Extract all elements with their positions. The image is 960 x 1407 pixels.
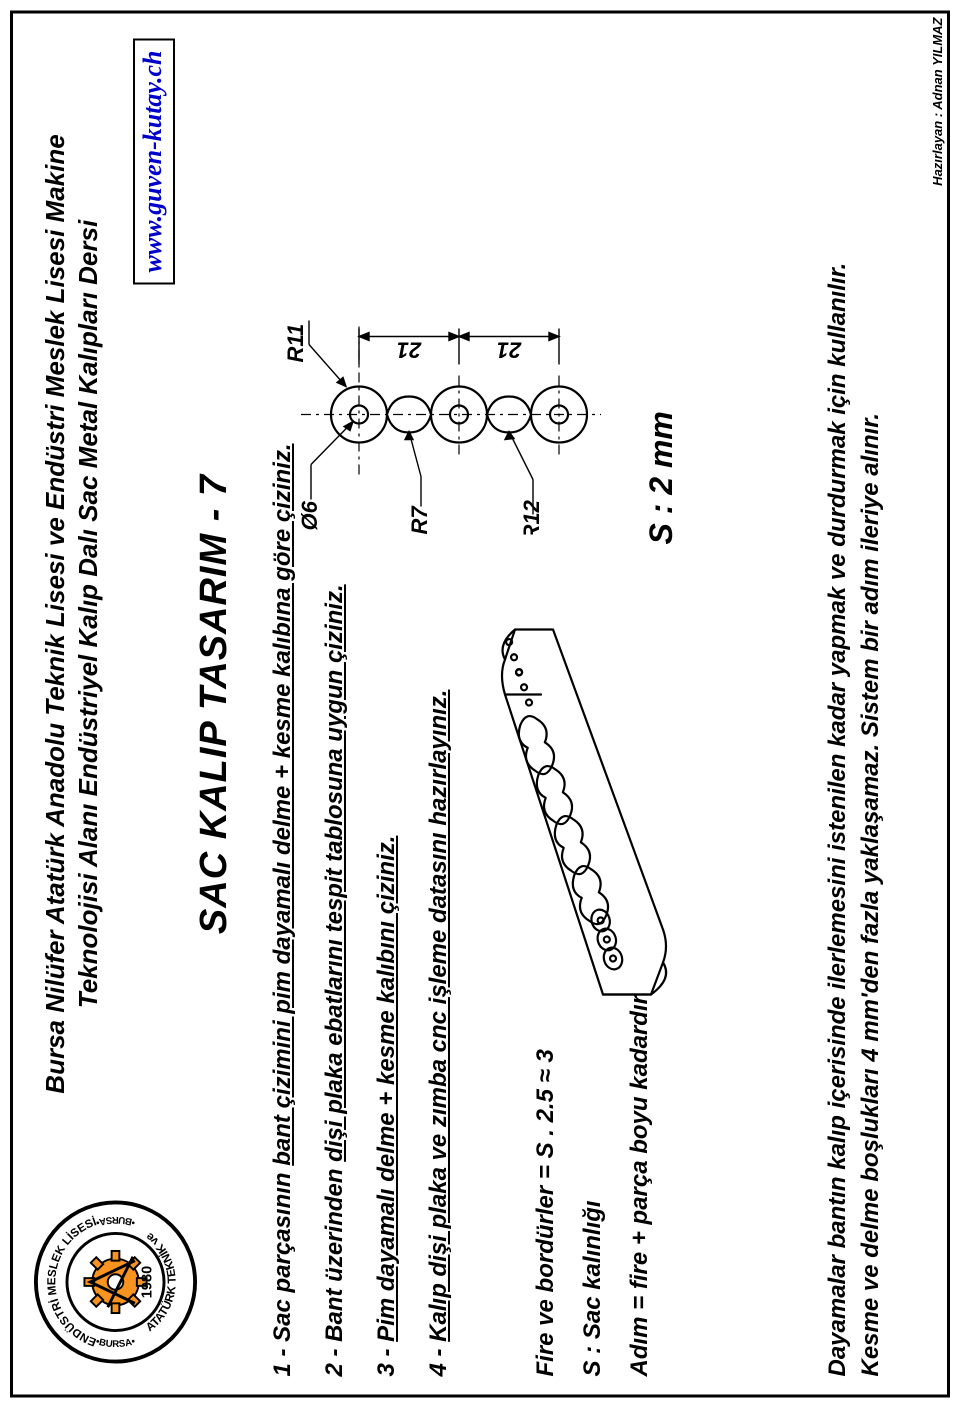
dim-pitch-1: 21 <box>397 337 422 362</box>
part-drawing: Ø6 R11 R7 R12 21 21 <box>271 314 631 534</box>
note-3: Adım = fire + parça boyu kadardır <box>627 995 652 1376</box>
note-2: S : Sac kalınlığı <box>580 995 605 1376</box>
instructions-block: 1 - Sac parçasının bant çizimini pim day… <box>271 443 479 1376</box>
notes-block: Fire ve bordürler = S . 2.5 ≈ 3 S : Sac … <box>533 995 675 1376</box>
header: ENDÜSTRİ MESLEK LİSESİ ATATÜRK TEKNİK ve… <box>33 43 203 1364</box>
website-box[interactable]: www.guven-kutay.ch <box>133 38 175 284</box>
dim-r7: R7 <box>407 504 432 534</box>
instruction-1: 1 - Sac parçasının bant çizimini pim day… <box>271 443 295 1376</box>
dim-r11: R11 <box>283 323 308 362</box>
strip-drawing <box>493 604 713 1024</box>
website-link[interactable]: www.guven-kutay.ch <box>138 50 167 272</box>
header-line-1: Bursa Nilüfer Atatürk Anadolu Teknik Lis… <box>39 43 72 1184</box>
header-line-2: Teknolojisi Alanı Endüstriyel Kalıp Dalı… <box>72 43 105 1184</box>
page-frame: ENDÜSTRİ MESLEK LİSESİ ATATÜRK TEKNİK ve… <box>10 10 950 1397</box>
thickness-value: S : 2 mm <box>643 411 680 544</box>
dim-r12: R12 <box>519 499 544 534</box>
logo-year: 1980 <box>139 1265 155 1297</box>
note-1: Fire ve bordürler = S . 2.5 ≈ 3 <box>533 995 558 1376</box>
footer-text: Dayamalar bantın kalıp içerisinde ilerle… <box>822 23 887 1376</box>
footer-line-2: Kesme ve delme boşlukları 4 mm'den fazla… <box>855 23 887 1376</box>
instruction-4: 4 - Kalıp dişi plaka ve zımba cnc işleme… <box>427 443 451 1376</box>
footer-line-1: Dayamalar bantın kalıp içerisinde ilerle… <box>822 23 854 1376</box>
page-title: SAC KALIP TASARIM - 7 <box>193 13 236 1394</box>
instruction-3: 3 - Pim dayamalı delme + kesme kalıbını … <box>375 443 399 1376</box>
dim-diameter: Ø6 <box>297 500 322 530</box>
dim-pitch-2: 21 <box>497 337 522 362</box>
credit-line: Hazırlayan : Adnan YILMAZ <box>930 17 945 185</box>
instruction-2: 2 - Bant üzerinden dişi plaka ebatlarını… <box>323 443 347 1376</box>
header-lines: Bursa Nilüfer Atatürk Anadolu Teknik Lis… <box>39 43 106 1184</box>
school-logo: ENDÜSTRİ MESLEK LİSESİ ATATÜRK TEKNİK ve… <box>33 1199 198 1364</box>
